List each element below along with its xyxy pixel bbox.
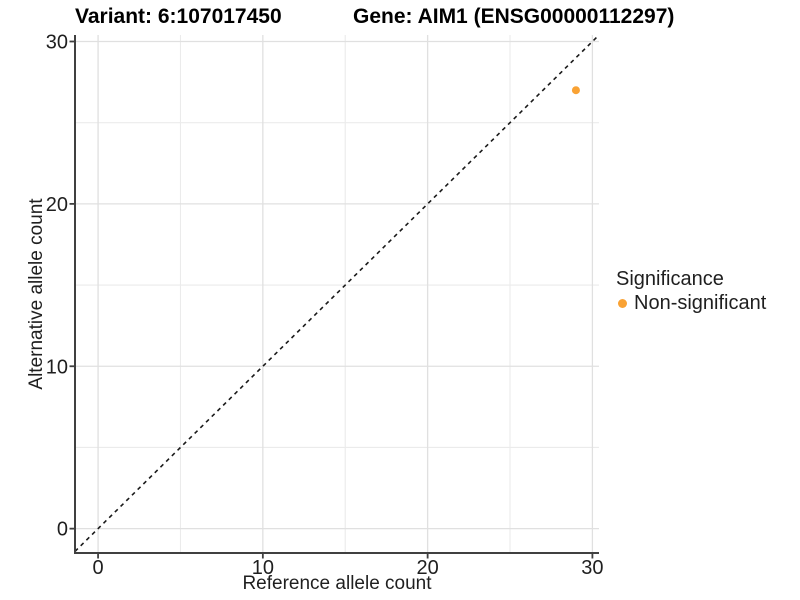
x-axis-tick-label: 10 (252, 557, 274, 579)
y-axis-tick-label: 20 (46, 194, 68, 216)
x-axis-title: Reference allele count (242, 573, 432, 594)
legend-item-label: Non-significant (634, 292, 767, 314)
legend: Significance Non-significant (616, 268, 766, 315)
plot-title-variant: Variant: 6:107017450 (75, 5, 282, 28)
data-point (571, 86, 580, 95)
x-axis-tick-label: 20 (417, 557, 439, 579)
x-axis-tick-label: 0 (93, 557, 104, 579)
y-axis-tick-label: 0 (57, 519, 68, 541)
legend-point-icon (618, 299, 627, 308)
y-axis-title: Alternative allele count (26, 198, 47, 390)
y-axis-tick-label: 30 (46, 31, 68, 53)
identity-dashed-line (74, 34, 600, 552)
y-axis-tick-label: 10 (46, 356, 68, 378)
legend-title: Significance (616, 268, 724, 290)
plot-title-gene: Gene: AIM1 (ENSG00000112297) (353, 5, 675, 28)
x-axis-tick-label: 30 (581, 557, 603, 579)
legend-item-non-significant: Non-significant (616, 292, 766, 315)
